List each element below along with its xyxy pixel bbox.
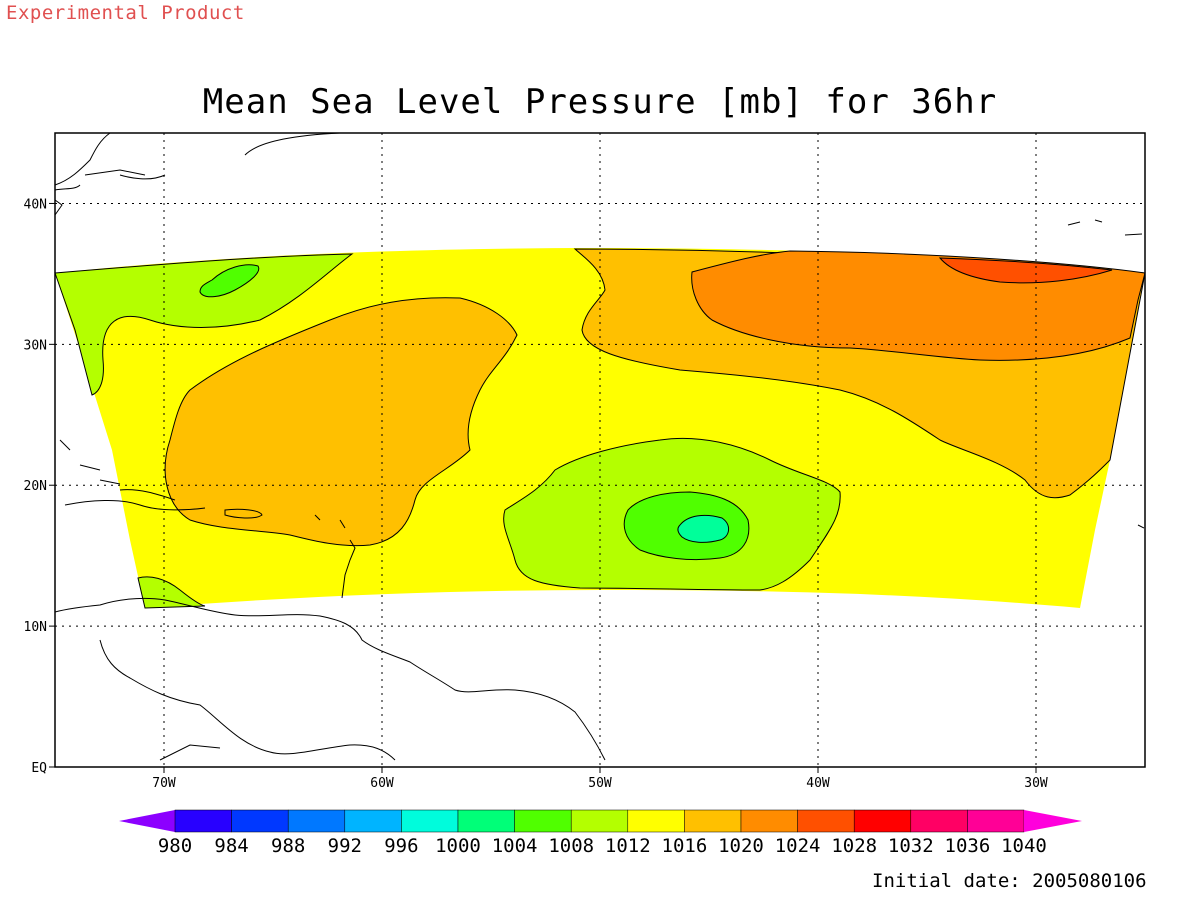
- colorbar-box: [910, 809, 968, 833]
- pressure-field-1004-low: [677, 514, 729, 543]
- colorbar-label-1036: 1036: [945, 835, 991, 857]
- lon-label-30W: 30W: [1024, 776, 1048, 791]
- pressure-field-1008-nw: [199, 264, 260, 298]
- longitude-labels: 70W 60W 50W 40W 30W: [152, 767, 1048, 791]
- lat-label-EQ: EQ: [31, 761, 47, 776]
- colorbar-box: [570, 809, 629, 833]
- colorbar-label-1012: 1012: [605, 835, 651, 857]
- colorbar-box: [457, 809, 515, 833]
- lat-label-10N: 10N: [24, 620, 47, 635]
- coastline-north-america: [54, 132, 341, 216]
- coastline-caribbean: [59, 439, 356, 599]
- colorbar-label-1008: 1008: [548, 835, 594, 857]
- colorbar-label-980: 980: [158, 835, 192, 857]
- lat-label-20N: 20N: [24, 479, 47, 494]
- lat-label-30N: 30N: [24, 338, 47, 353]
- colorbar-box: [684, 809, 742, 833]
- colorbar-label-988: 988: [271, 835, 305, 857]
- pressure-field-1028: [938, 257, 1113, 284]
- colorbar-label-1032: 1032: [888, 835, 934, 857]
- colorbar-box: [231, 809, 289, 833]
- colorbar-label-1028: 1028: [831, 835, 877, 857]
- colorbar: 980 984 988 992 996 1000 1004 1008 1012 1016 1020 1…: [119, 809, 1082, 857]
- colorbar-label-1020: 1020: [718, 835, 764, 857]
- colorbar-label-1004: 1004: [492, 835, 538, 857]
- latitude-labels: EQ 10N 20N 30N 40N: [24, 197, 55, 776]
- colorbar-label-1016: 1016: [662, 835, 708, 857]
- lon-label-40W: 40W: [806, 776, 830, 791]
- colorbar-label-984: 984: [214, 835, 248, 857]
- colorbar-label-1024: 1024: [775, 835, 821, 857]
- lon-label-50W: 50W: [588, 776, 612, 791]
- map-grid: [55, 133, 1145, 767]
- colorbar-box: [401, 809, 459, 833]
- colorbar-label-996: 996: [384, 835, 418, 857]
- lat-label-40N: 40N: [24, 197, 47, 212]
- coastlines: [54, 132, 1145, 761]
- map-title: Mean Sea Level Pressure [mb] for 36hr: [202, 82, 998, 122]
- lon-label-60W: 60W: [370, 776, 394, 791]
- product-label: Experimental Product: [6, 2, 245, 24]
- colorbar-box: [514, 809, 572, 833]
- colorbar-arrow-high: [1024, 810, 1082, 832]
- colorbar-box: [853, 809, 912, 833]
- lon-label-70W: 70W: [152, 776, 176, 791]
- pressure-fields: [54, 248, 1146, 609]
- colorbar-box: [344, 809, 402, 833]
- pressure-field-1020-west: [164, 297, 518, 547]
- pressure-field-1012-sw: [137, 576, 206, 609]
- colorbar-label-1040: 1040: [1001, 835, 1047, 857]
- colorbar-arrow-low: [119, 810, 175, 832]
- initial-date: Initial date: 2005080106: [872, 870, 1147, 892]
- colorbar-label-1000: 1000: [435, 835, 481, 857]
- colorbar-box: [174, 809, 232, 833]
- colorbar-box: [740, 809, 798, 833]
- pressure-field-1012-nw: [54, 253, 354, 396]
- colorbar-box: [627, 809, 685, 833]
- colorbar-box: [287, 809, 346, 833]
- colorbar-label-992: 992: [328, 835, 362, 857]
- coastline-south-america: [54, 597, 606, 761]
- colorbar-box: [797, 809, 855, 833]
- coastline-islands-east: [1067, 219, 1145, 529]
- colorbar-box: [967, 809, 1025, 833]
